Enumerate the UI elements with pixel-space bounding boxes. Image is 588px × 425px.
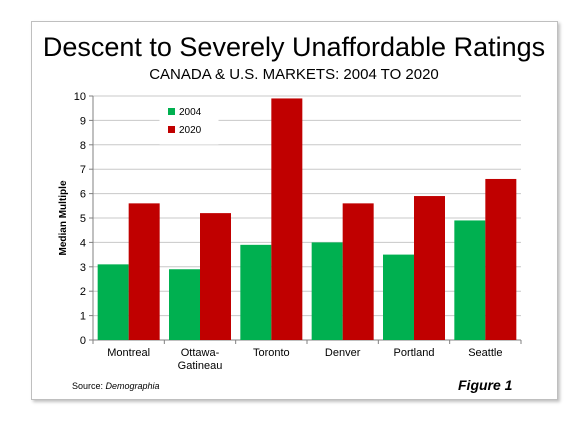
x-tick-label: Portland [394,347,435,359]
y-tick-label: 5 [80,213,86,225]
x-tick-label: Toronto [253,347,290,359]
bar-2020-ottawagatineau [200,213,231,340]
x-tick-label: Montreal [107,347,150,359]
legend-swatch-2020 [168,126,175,133]
y-tick-label: 0 [80,335,86,347]
bar-2020-seattle [485,178,517,340]
x-tick-label: Ottawa-Gatineau [178,347,223,372]
source-note: Source: Demographia [72,381,160,391]
y-tick-label: 8 [80,140,86,152]
x-tick-label: Denver [325,347,361,359]
bar-2020-toronto [271,98,303,340]
legend-label-2020: 2020 [179,125,202,136]
bar-2020-montreal [128,203,160,340]
legend-label-2004: 2004 [179,107,202,118]
figure-label: Figure 1 [458,377,513,393]
source-prefix: Source: [72,381,106,391]
bar-2004-portland [383,254,414,340]
bar-2004-seattle [454,220,486,340]
bar-2004-ottawagatineau [169,269,200,340]
bar-2004-denver [311,242,343,340]
bar-2004-toronto [240,244,272,340]
chart-subtitle: CANADA & U.S. MARKETS: 2004 TO 2020 [149,66,439,83]
bar-2004-montreal [97,264,129,340]
y-tick-label: 3 [80,262,86,274]
source-name: Demographia [105,381,160,391]
y-tick-label: 6 [80,189,86,201]
y-tick-label: 2 [80,286,86,298]
y-tick-label: 4 [80,237,86,249]
x-tick-label: Seattle [468,347,502,359]
bar-2020-denver [342,203,374,340]
y-tick-label: 1 [80,311,86,323]
y-tick-label: 9 [80,115,86,127]
y-axis-title: Median Multiple [58,180,69,255]
chart-title: Descent to Severely Unaffordable Ratings [42,32,546,62]
bar-2020-portland [414,196,445,340]
y-tick-label: 10 [74,91,86,103]
legend-swatch-2004 [168,108,175,115]
y-tick-label: 7 [80,164,86,176]
